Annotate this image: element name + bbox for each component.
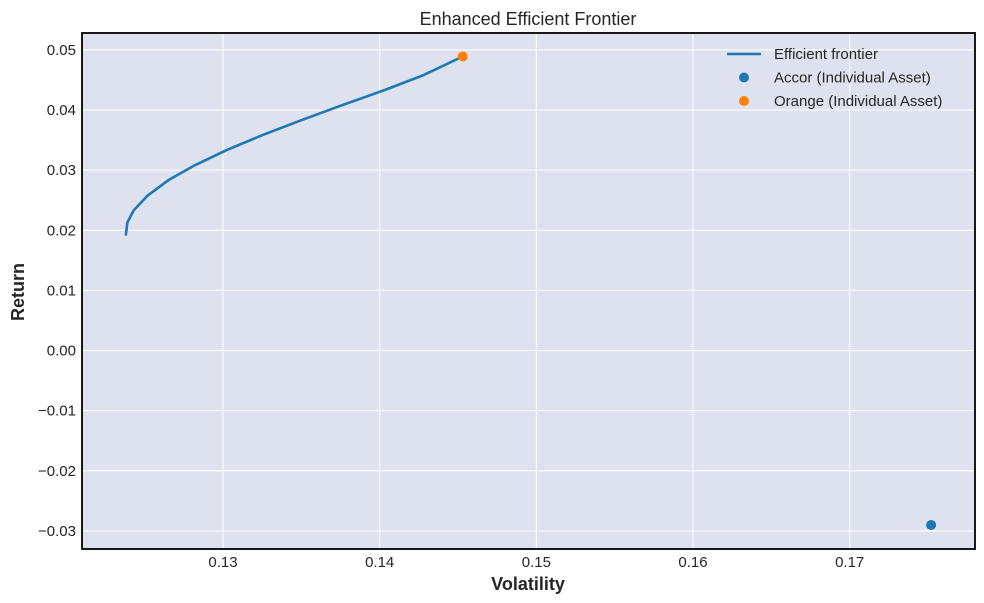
x-tick-label: 0.17 [835, 554, 864, 571]
axes-frame [81, 32, 976, 550]
legend-swatch-marker [739, 72, 749, 83]
grid-lines [82, 33, 975, 549]
scatter-point [457, 51, 468, 62]
efficient-frontier-line [124, 55, 465, 236]
x-tick-label: 0.13 [208, 554, 237, 571]
chart-title: Enhanced Efficient Frontier [420, 9, 637, 29]
tick-labels: 0.13 0.14 0.15 0.16 0.17 0.05 0.04 0.03 0.02 0.01… [38, 42, 864, 571]
y-tick-label: −0.02 [38, 463, 76, 480]
x-tick-label: 0.14 [365, 554, 394, 571]
y-tick-label: 0.01 [47, 282, 76, 299]
y-tick-label: 0.00 [47, 343, 76, 360]
legend: Efficient frontier Accor (Individual Asse… [727, 46, 942, 110]
legend-label: Accor (Individual Asset) [774, 70, 931, 87]
legend-label: Orange (Individual Asset) [774, 93, 942, 110]
y-axis-label: Return [8, 263, 28, 321]
x-axis-label: Volatility [491, 574, 565, 594]
y-tick-label: 0.02 [47, 222, 76, 239]
y-tick-label: 0.03 [47, 162, 76, 179]
plot-area [82, 33, 975, 549]
y-tick-label: −0.03 [38, 523, 76, 540]
legend-swatch-marker [739, 96, 749, 106]
x-tick-label: 0.15 [522, 554, 551, 571]
x-tick-label: 0.16 [678, 554, 707, 571]
y-tick-label: −0.01 [38, 403, 76, 420]
scatter-point [926, 519, 937, 530]
legend-label: Efficient frontier [774, 46, 878, 63]
data-marks [124, 51, 937, 530]
y-tick-label: 0.04 [47, 102, 76, 119]
y-tick-label: 0.05 [47, 42, 76, 59]
